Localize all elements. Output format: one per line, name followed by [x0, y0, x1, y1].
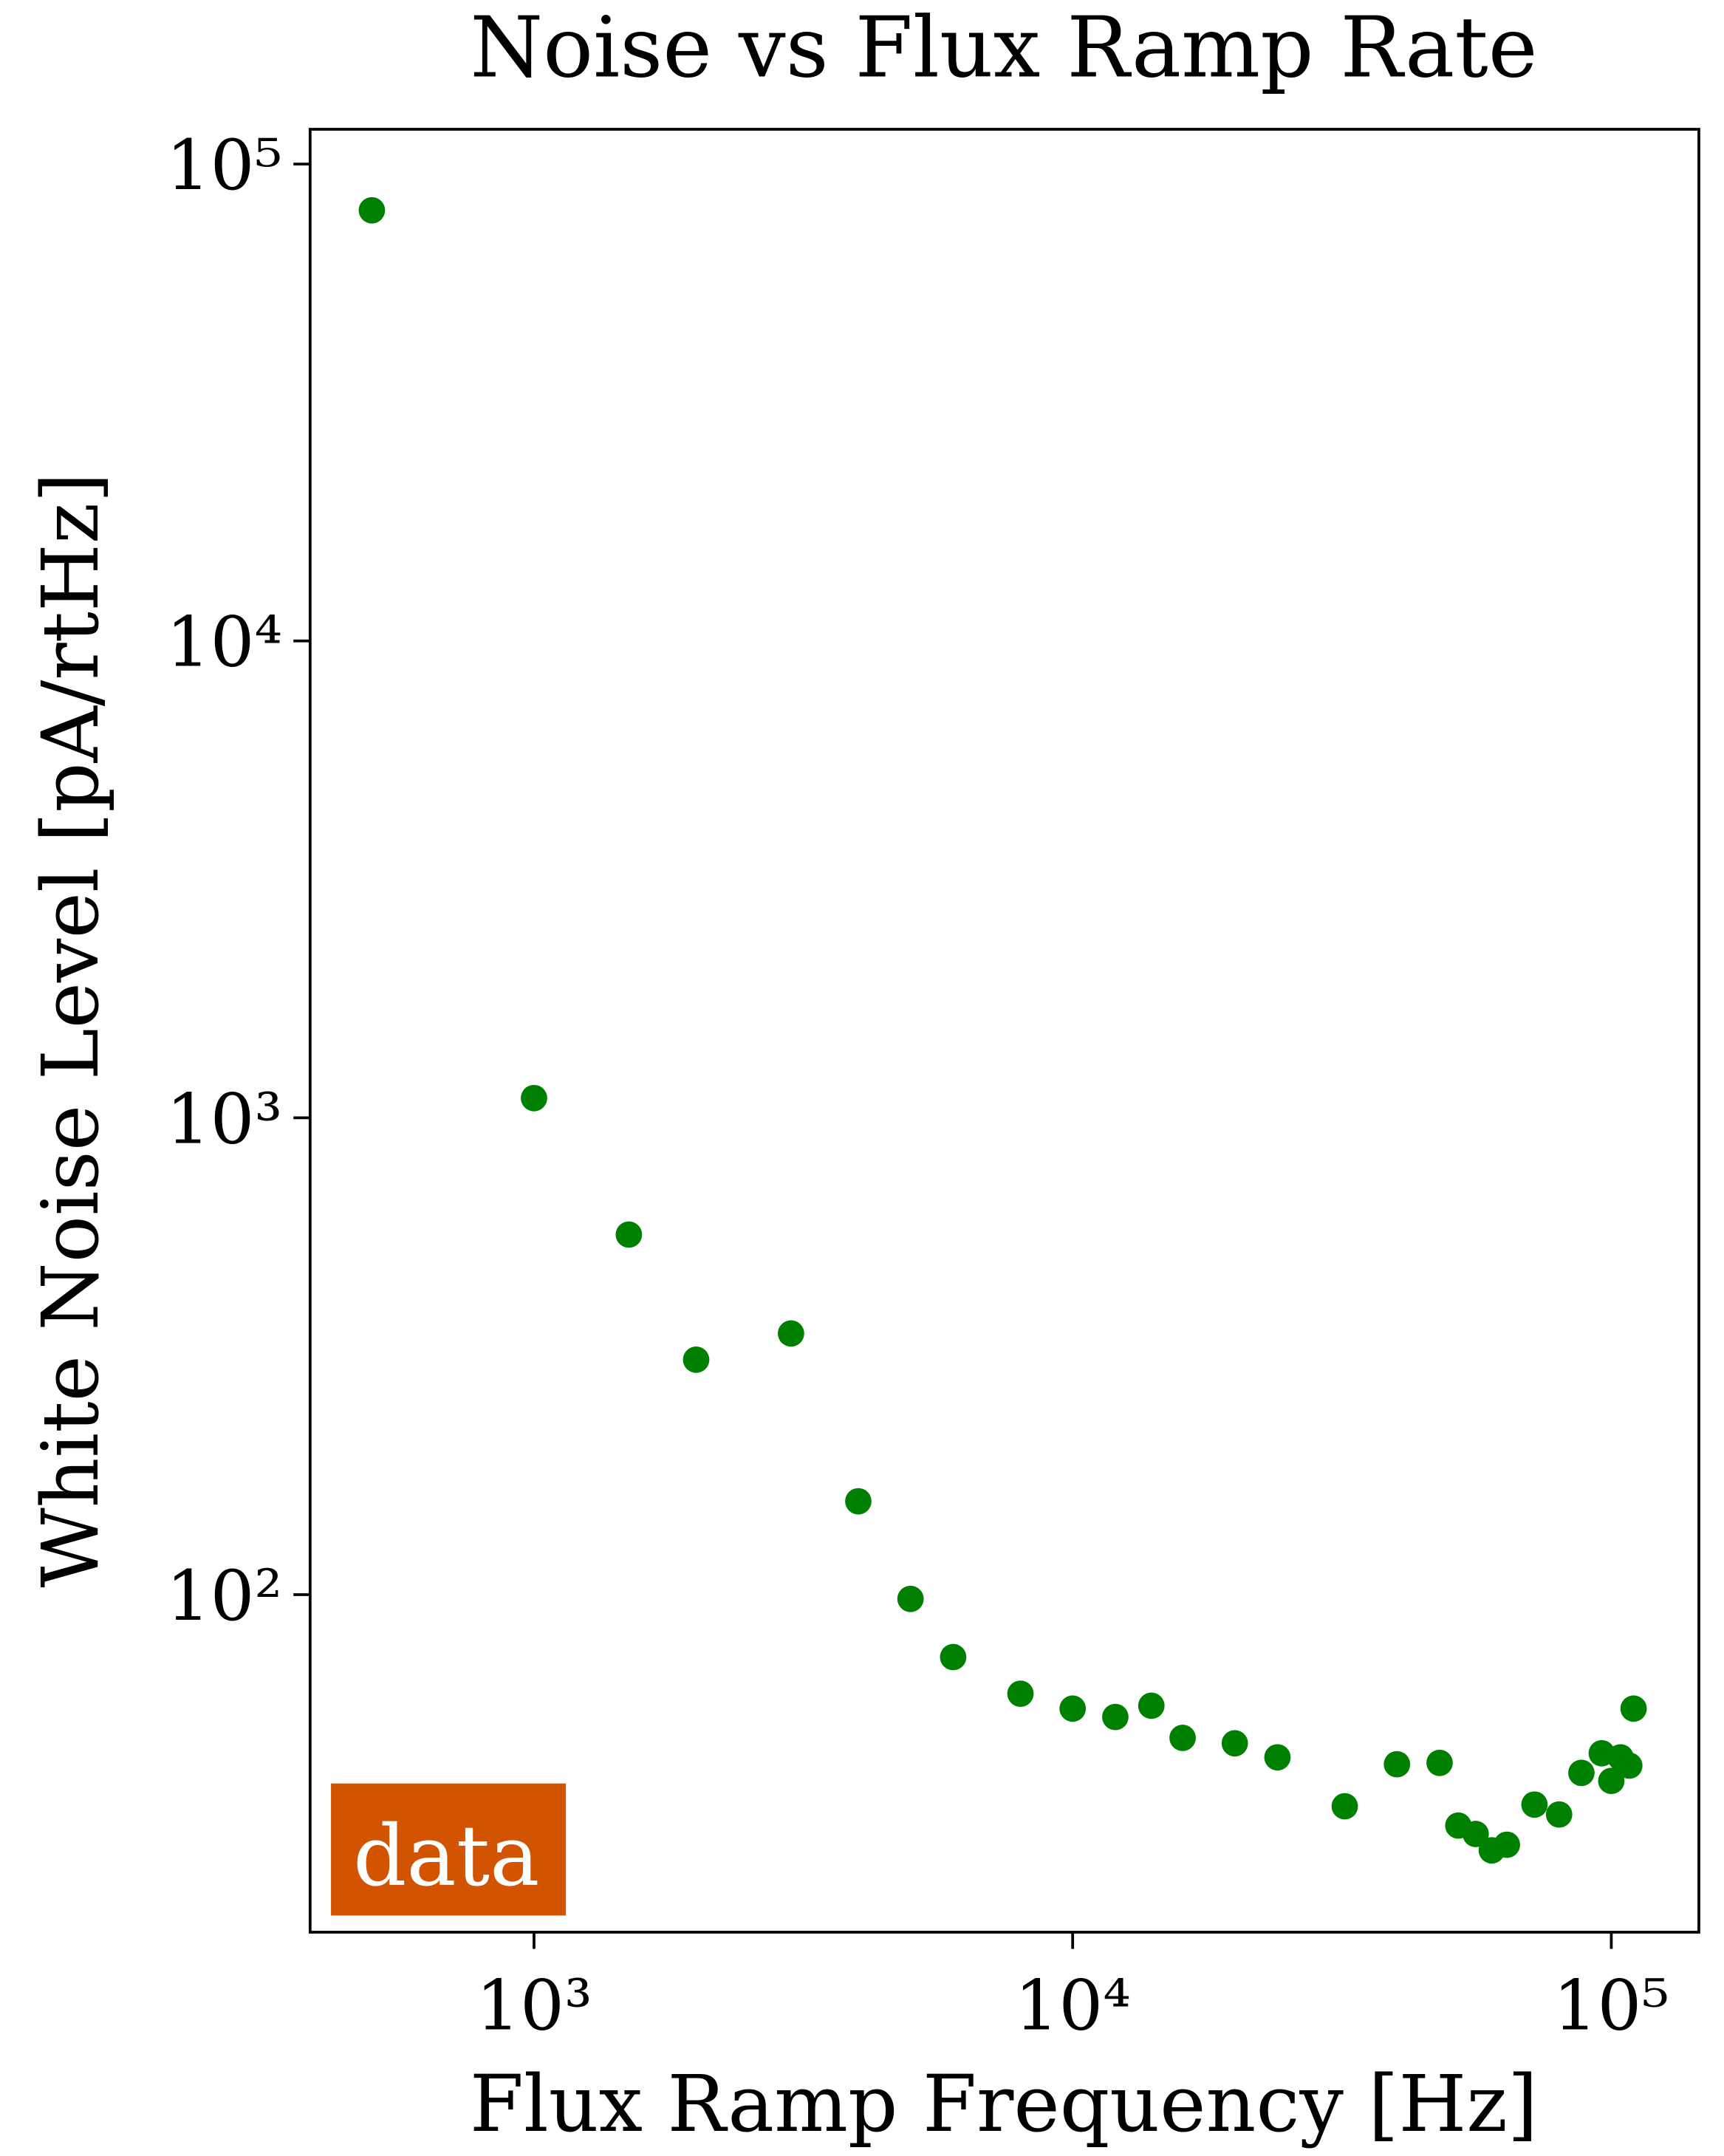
point [1331, 1793, 1358, 1820]
point [683, 1346, 710, 1373]
point [358, 196, 386, 224]
chart-title: Noise vs Flux Ramp Rate [470, 0, 1537, 97]
point [1545, 1801, 1573, 1828]
point [1521, 1791, 1548, 1818]
point [1383, 1751, 1411, 1778]
point [778, 1320, 804, 1347]
point [1426, 1749, 1453, 1776]
point [1620, 1695, 1647, 1722]
point [1615, 1752, 1643, 1779]
point [1138, 1692, 1165, 1719]
x-tick-label: 10³ [476, 1966, 592, 2047]
point [940, 1643, 967, 1671]
point [1494, 1831, 1520, 1858]
point [1568, 1759, 1595, 1787]
point [521, 1084, 547, 1112]
point [1169, 1724, 1196, 1751]
annotation-box [331, 1783, 567, 1916]
x-tick-label: 10⁴ [1014, 1966, 1130, 2047]
y-tick-label: 10⁴ [166, 603, 282, 683]
annotation: data [353, 1807, 539, 1905]
y-tick-label: 10⁵ [166, 126, 282, 206]
point [1221, 1730, 1248, 1757]
point [1007, 1680, 1034, 1707]
plot-frame [308, 128, 1700, 1934]
point [1264, 1744, 1291, 1771]
y-axis-label: White Noise Level [pA/rtHz] [25, 472, 116, 1587]
x-axis-label: Flux Ramp Frequency [Hz] [470, 2059, 1538, 2149]
x-tick-label: 10⁵ [1553, 1966, 1669, 2047]
y-tick-label: 10³ [166, 1079, 282, 1160]
point [1102, 1703, 1129, 1731]
y-tick-label: 10² [166, 1556, 282, 1637]
point [1598, 1767, 1625, 1794]
point [897, 1585, 924, 1612]
point [845, 1488, 872, 1515]
point [615, 1221, 643, 1248]
point [1059, 1695, 1087, 1722]
point [1462, 1821, 1489, 1847]
